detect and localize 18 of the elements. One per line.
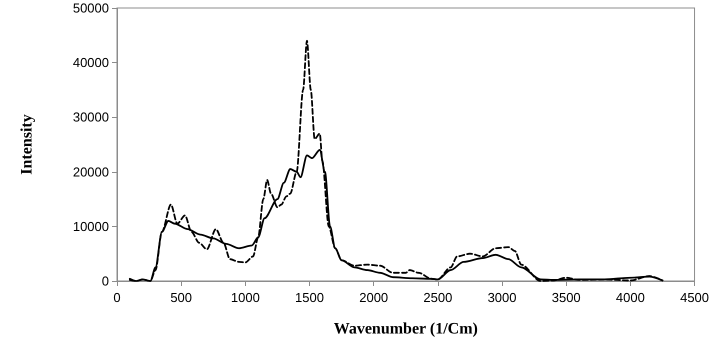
x-tick-label: 0	[113, 290, 121, 305]
x-tick-label: 4000	[616, 290, 645, 305]
y-tick-label: 10000	[72, 218, 109, 234]
y-tick-label: 50000	[72, 0, 109, 16]
x-axis-title: Wavenumber (1/Cm)	[334, 320, 478, 338]
x-tick-label: 1500	[295, 290, 324, 305]
x-tick-label: 4500	[680, 290, 709, 305]
y-tick-label: 30000	[72, 110, 109, 125]
x-tick-label: 2500	[423, 290, 452, 305]
y-axis-title: Intensity	[18, 114, 36, 175]
y-tick-label: 20000	[72, 164, 109, 180]
y-tick-label: 40000	[72, 55, 109, 70]
y-tick-label: 0	[102, 274, 109, 288]
x-tick-label: 3500	[552, 290, 581, 305]
x-tick-label: 3000	[488, 290, 516, 305]
x-tick-label: 500	[170, 290, 192, 305]
x-tick-label: 2000	[359, 290, 388, 305]
x-tick-label: 1000	[230, 290, 260, 305]
